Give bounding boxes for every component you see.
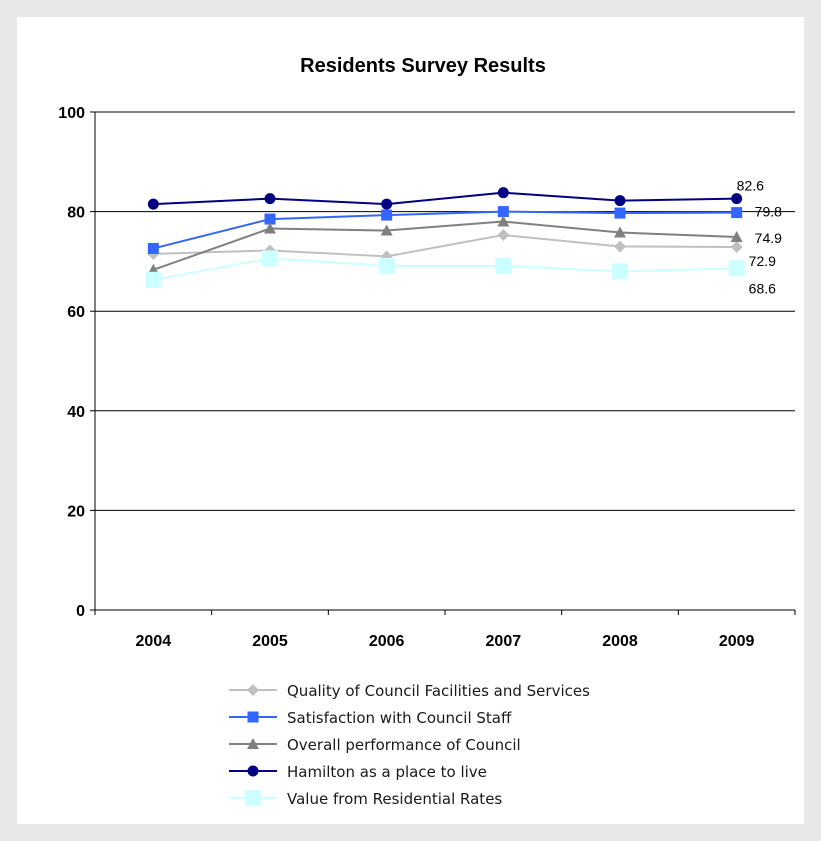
- series-group: [145, 187, 745, 288]
- data-label: 79.8: [755, 204, 782, 220]
- y-tick-label: 100: [58, 105, 85, 122]
- x-tick-label: 2006: [369, 633, 405, 650]
- legend-marker: [247, 738, 259, 749]
- data-point: [378, 257, 395, 274]
- data-label: 72.9: [749, 253, 776, 269]
- legend-label: Quality of Council Facilities and Servic…: [287, 682, 590, 700]
- legend-item-1: Satisfaction with Council Staff: [229, 709, 512, 727]
- data-point: [147, 198, 159, 210]
- series-line: [153, 191, 737, 206]
- legend-marker: [247, 711, 259, 723]
- legend-item-4: Value from Residential Rates: [229, 790, 502, 808]
- data-point: [614, 226, 626, 238]
- data-point: [612, 263, 628, 280]
- legend: Quality of Council Facilities and Servic…: [229, 682, 590, 808]
- series-line: [153, 257, 737, 281]
- legend-marker: [245, 790, 261, 806]
- x-tick-label: 2004: [136, 633, 172, 650]
- data-point: [380, 224, 393, 236]
- chart-title: Residents Survey Results: [300, 55, 546, 77]
- legend-label: Satisfaction with Council Staff: [287, 709, 512, 727]
- data-point: [381, 209, 393, 221]
- series-2: [147, 215, 743, 275]
- data-point: [728, 260, 745, 277]
- legend-item-2: Overall performance of Council: [229, 736, 521, 754]
- data-point: [730, 240, 743, 253]
- line-chart: Residents Survey Results 0 20 40 60 80 100 200…: [58, 55, 796, 808]
- data-point: [145, 271, 162, 288]
- x-tick-label: 2005: [252, 633, 288, 650]
- axes: 0 20 40 60 80 100 2004 2005 2006 2007 2008 2009: [58, 105, 796, 650]
- data-point: [614, 240, 626, 253]
- x-tick-label: 2009: [719, 633, 755, 650]
- chart-panel: Residents Survey Results 0 20 40 60 80 100 200…: [17, 17, 804, 824]
- series-3: [147, 187, 743, 210]
- data-point: [264, 222, 276, 234]
- series-line: [153, 210, 737, 250]
- legend-marker: [247, 765, 259, 777]
- data-label: 82.6: [737, 178, 764, 194]
- x-tick-label: 2008: [602, 633, 638, 650]
- series-line: [152, 220, 737, 271]
- y-tick-label: 0: [76, 603, 85, 620]
- series-line: [153, 233, 737, 258]
- data-label: 68.6: [749, 280, 776, 296]
- data-point: [381, 198, 393, 210]
- y-tick-label: 20: [67, 503, 85, 520]
- y-tick-label: 60: [67, 304, 85, 321]
- data-point: [731, 207, 743, 219]
- data-point: [497, 206, 509, 218]
- data-point: [614, 207, 626, 219]
- legend-label: Value from Residential Rates: [287, 790, 502, 808]
- series-4: [145, 250, 745, 288]
- data-point: [497, 229, 510, 242]
- y-tick-label: 40: [67, 404, 85, 421]
- legend-label: Hamilton as a place to live: [287, 763, 487, 781]
- legend-item-0: Quality of Council Facilities and Servic…: [229, 682, 590, 700]
- y-tick-label: 80: [67, 205, 85, 222]
- legend-label: Overall performance of Council: [287, 736, 521, 754]
- data-labels: 72.9 79.8 74.9 82.6 68.6: [737, 178, 782, 297]
- legend-marker: [247, 684, 259, 696]
- legend-item-3: Hamilton as a place to live: [229, 763, 487, 781]
- gridlines: [95, 111, 795, 511]
- data-point: [264, 213, 276, 225]
- x-tick-label: 2007: [486, 633, 522, 650]
- series-1: [147, 206, 743, 254]
- data-point: [495, 257, 512, 274]
- data-point: [264, 193, 276, 205]
- data-point: [497, 187, 509, 199]
- data-point: [262, 250, 278, 267]
- data-point: [147, 242, 159, 254]
- data-point: [497, 215, 510, 227]
- data-point: [730, 230, 743, 242]
- data-label: 74.9: [755, 230, 782, 246]
- data-point: [614, 195, 626, 207]
- data-point: [731, 193, 743, 205]
